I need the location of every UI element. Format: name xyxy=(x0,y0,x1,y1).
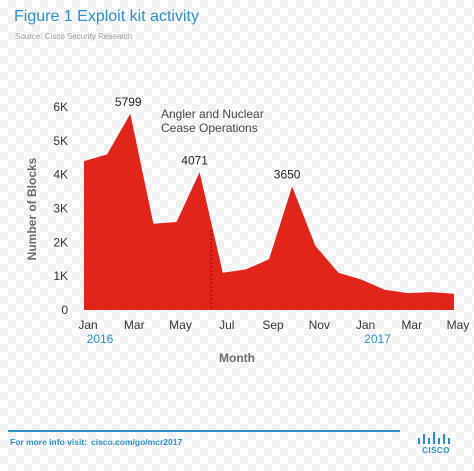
footer-prefix: For more info visit: xyxy=(10,437,87,447)
x-tick-label: Jan xyxy=(356,318,375,332)
y-tick-label: 3K xyxy=(53,202,68,216)
y-tick-label: 5K xyxy=(53,134,68,148)
y-tick-label: 4K xyxy=(53,168,68,182)
cisco-wordmark: CISCO xyxy=(422,446,450,455)
x-year-label: 2016 xyxy=(87,332,114,346)
y-tick-label: 6K xyxy=(53,100,68,114)
peak-label: 5799 xyxy=(115,95,142,109)
y-tick-label: 1K xyxy=(53,269,68,283)
footer-link[interactable]: cisco.com/go/mcr2017 xyxy=(90,437,183,447)
x-axis-title: Month xyxy=(219,351,255,365)
figure-title: Figure 1 Exploit kit activity xyxy=(14,8,199,25)
y-tick-label: 0 xyxy=(61,303,68,317)
x-tick-label: Sep xyxy=(262,318,284,332)
x-tick-label: Mar xyxy=(401,318,422,332)
x-tick-label: Jul xyxy=(219,318,234,332)
exploit-kit-chart: 0 1K 2K 3K 4K 5K 6K Jan Mar May Jul Sep Nov Jan Mar May… xyxy=(25,95,470,365)
footer-divider xyxy=(8,430,400,432)
peak-label: 4071 xyxy=(181,153,208,167)
y-axis-title: Number of Blocks xyxy=(25,157,39,260)
cisco-logo: CISCO xyxy=(414,430,458,460)
annotation-text: Cease Operations xyxy=(161,121,258,135)
area-series xyxy=(84,113,454,310)
x-tick-label: Mar xyxy=(124,318,145,332)
x-tick-label: Nov xyxy=(309,318,330,332)
footer-info: For more info visit: cisco.com/go/mcr2017 xyxy=(10,437,182,447)
x-tick-label: May xyxy=(169,318,192,332)
x-tick-label: Jan xyxy=(78,318,97,332)
cisco-bridge-icon xyxy=(418,432,450,444)
figure-source: Source: Cisco Security Research xyxy=(15,32,133,41)
annotation-text: Angler and Nuclear xyxy=(161,107,264,121)
x-tick-label: May xyxy=(447,318,470,332)
y-tick-label: 2K xyxy=(53,235,68,249)
peak-label: 3650 xyxy=(274,168,301,182)
x-year-label: 2017 xyxy=(364,332,391,346)
